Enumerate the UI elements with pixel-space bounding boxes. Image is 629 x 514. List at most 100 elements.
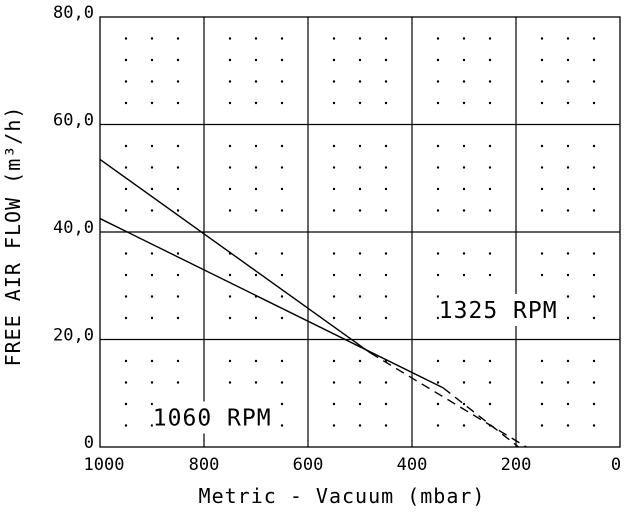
series-line-solid [99,158,371,354]
grid-dot [566,166,570,169]
grid-dot [280,402,284,406]
grid-dot [488,144,492,148]
annotation-background [152,401,272,434]
grid-dot [150,166,154,169]
grid-dot [332,101,336,105]
grid-dot [540,144,544,148]
grid-dot [150,144,154,148]
grid-dot [358,402,362,406]
grid-dot [124,166,128,169]
grid-dot [462,402,466,406]
grid-dot [358,424,362,427]
grid-dot [540,381,544,384]
grid-dot [124,316,128,320]
grid-dot [280,359,284,363]
grid-dot [566,402,570,406]
grid-dot [124,37,128,40]
grid-dot [540,402,544,406]
grid-dot [566,295,570,298]
grid-dot [592,101,596,105]
grid-dot [436,424,440,427]
grid-dot [488,273,492,277]
grid-dot [332,209,336,212]
grid-dot [436,316,440,320]
y-tick-label: 80,0 [53,3,94,23]
grid-dot [384,166,388,169]
grid-dot [436,252,440,255]
grid-dot [462,273,466,277]
grid-dot [228,381,232,384]
grid-dot [254,144,258,148]
grid-dot [150,295,154,298]
x-axis-label: Metric - Vacuum (mbar) [199,484,486,508]
grid-dot [280,252,284,255]
grid-dot [384,209,388,212]
grid-dot [124,381,128,384]
grid-dot [436,58,440,62]
grid-dot [488,252,492,255]
grid-dot [124,295,128,298]
grid-dot [228,166,232,169]
y-tick-label: 0 [84,433,94,453]
series-line-dashed [370,352,527,448]
grid-dot [150,101,154,105]
grid-dot [540,166,544,169]
grid-dot [436,80,440,83]
grid-dot [488,58,492,62]
grid-dot [566,273,570,277]
grid-dot [462,58,466,62]
grid-dot [280,295,284,298]
grid-dot [176,58,180,62]
grid-dot [228,80,232,83]
grid-dot [462,187,466,191]
grid-dot [540,58,544,62]
grid-dot [358,58,362,62]
grid-dot [150,58,154,62]
grid-dot [566,424,570,427]
grid-dot [436,187,440,191]
grid-dot [566,316,570,320]
grid-dot [436,402,440,406]
grid-dot [462,101,466,105]
grid-dot [332,187,336,191]
grid-dot [358,166,362,169]
grid-dot [254,273,258,277]
grid-dot [150,37,154,40]
grid-dot [124,402,128,406]
grid-dot [176,80,180,83]
grid-dot [254,58,258,62]
grid-dot [150,402,154,406]
grid-dot [358,187,362,191]
grid-dot [358,252,362,255]
grid-dot [254,166,258,169]
grid-dot [228,273,232,277]
grid-dot [280,381,284,384]
grid-dot [150,316,154,320]
x-tick-label: 400 [397,455,428,475]
grid-dot [254,37,258,40]
grid-dot [124,252,128,255]
grid-dot [280,424,284,427]
grid-dot [124,58,128,62]
grid-dot [332,295,336,298]
grid-dot [384,80,388,83]
grid-dot [228,295,232,298]
annotations: 1325 RPM 1060 RPM [152,294,558,434]
grid-dot [124,273,128,277]
grid-dot [384,144,388,148]
grid-dot [592,252,596,255]
grid-dot [254,316,258,320]
grid-dot [462,359,466,363]
grid-dot [592,166,596,169]
grid-dot [592,381,596,384]
grid-dot [488,101,492,105]
grid-dot [150,209,154,212]
grid-dot [124,80,128,83]
grid-dot [176,187,180,191]
grid-dot [228,58,232,62]
grid-dot [254,359,258,363]
grid-dot [280,58,284,62]
grid-dot [332,80,336,83]
grid-dot [150,80,154,83]
